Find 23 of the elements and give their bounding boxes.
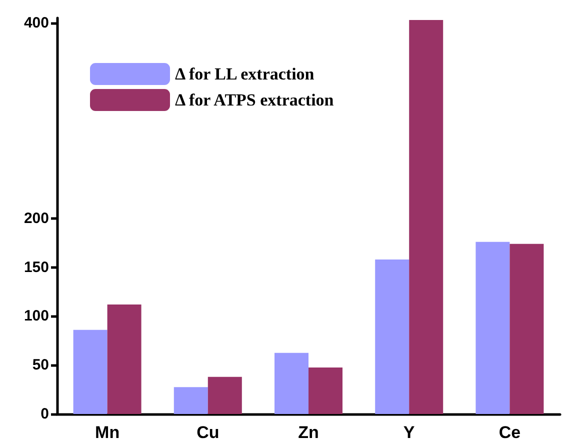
bar [174, 387, 208, 414]
y-tick-label: 0 [40, 406, 49, 422]
bar [274, 352, 308, 414]
y-tick-label: 100 [24, 308, 49, 325]
x-tick-label: Mn [95, 423, 120, 442]
bar [375, 260, 410, 414]
bar [208, 376, 242, 414]
x-tick-label: Cu [196, 423, 220, 442]
bar [308, 368, 342, 414]
y-tick-label: 400 [24, 14, 49, 32]
bar [476, 242, 510, 414]
bar [107, 304, 142, 414]
legend-label: Δ for ATPS extraction [175, 90, 334, 110]
x-tick-label: Ce [498, 423, 521, 442]
x-tick-label: Zn [298, 423, 319, 442]
y-tick-label: 150 [24, 258, 49, 276]
bar [409, 20, 444, 414]
legend-label: Δ for LL extraction [175, 64, 315, 84]
x-tick-label: Y [403, 423, 416, 442]
bar [510, 244, 544, 414]
y-tick-label: 50 [32, 356, 49, 374]
bar [73, 330, 108, 414]
y-tick-label: 200 [24, 210, 49, 227]
